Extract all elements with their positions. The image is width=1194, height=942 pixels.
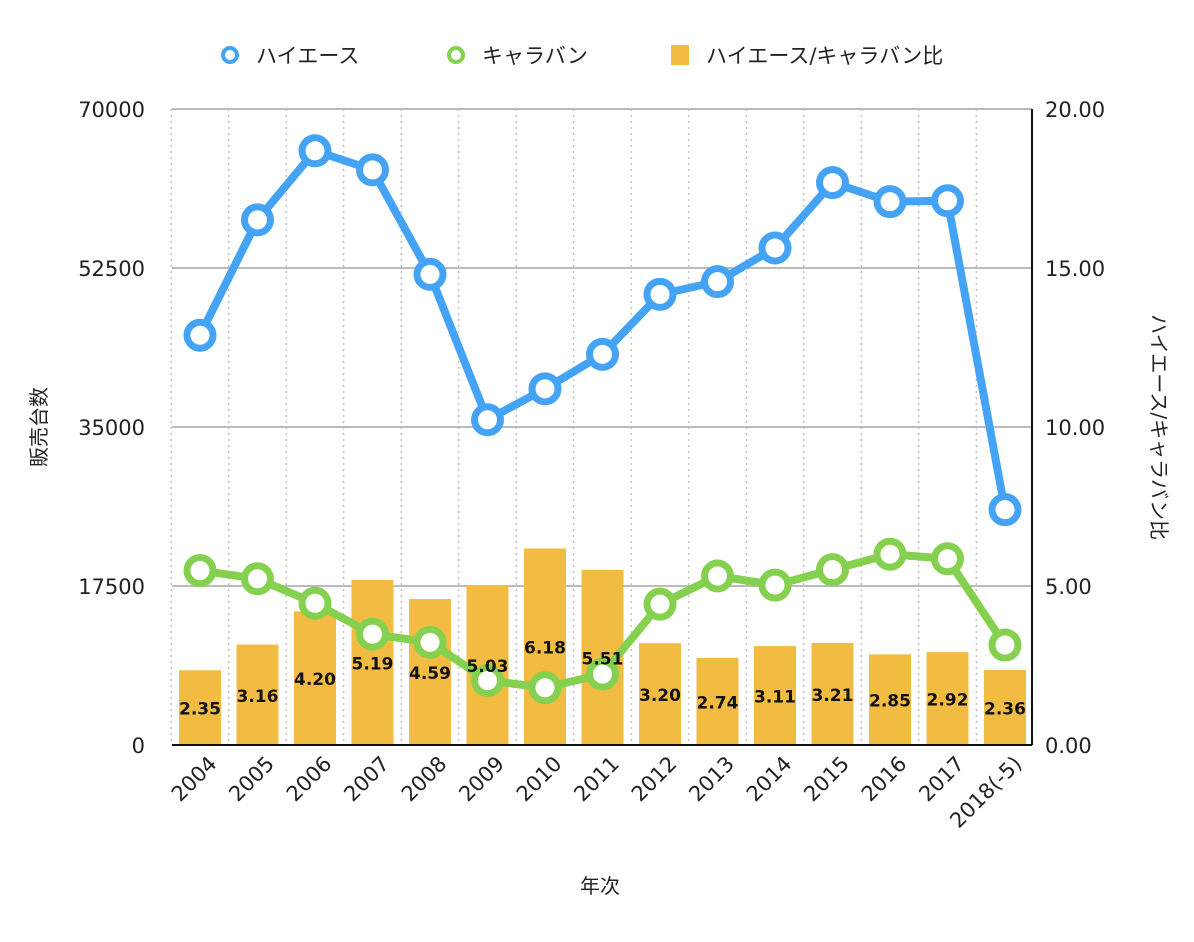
y-left-tick-label: 70000	[78, 98, 145, 122]
bar-data-label: 6.18	[524, 639, 566, 659]
x-axis-title: 年次	[580, 874, 620, 898]
bar-data-label: 3.21	[812, 686, 854, 706]
x-tick-label: 2017	[914, 752, 969, 807]
data-point	[758, 231, 792, 265]
bar-data-label: 2.92	[927, 691, 969, 711]
bar	[869, 654, 911, 745]
data-point	[988, 628, 1022, 662]
bar-data-label: 5.51	[582, 649, 624, 669]
bar-data-label: 3.11	[754, 688, 796, 708]
bar-data-label: 4.20	[294, 670, 336, 690]
bar	[236, 644, 279, 745]
legend-label: キャラバン	[482, 44, 588, 68]
y-left-tick-label: 0	[132, 734, 145, 758]
data-point	[528, 372, 562, 406]
y-right-tick-label: 5.00	[1045, 575, 1092, 599]
y-right-tick-label: 10.00	[1045, 416, 1105, 440]
bar-data-label: 2.35	[179, 700, 221, 720]
x-tick-label: 2015	[799, 752, 854, 807]
bar	[754, 646, 796, 745]
data-point	[701, 559, 734, 593]
bar-data-label: 5.19	[352, 654, 394, 674]
data-point	[183, 554, 217, 588]
x-tick-label: 2016	[857, 752, 912, 807]
data-point	[183, 318, 217, 352]
data-point	[586, 337, 619, 371]
x-tick-label: 2013	[684, 752, 739, 807]
data-point	[643, 587, 677, 621]
bar-data-label: 5.03	[467, 657, 509, 677]
data-point	[528, 671, 562, 705]
bar	[984, 669, 1026, 745]
data-point	[643, 277, 677, 311]
x-tick-label: 2006	[282, 752, 337, 807]
x-tick-label: 2005	[224, 752, 279, 807]
y-left-tick-label: 17500	[78, 575, 145, 599]
bar-data-label: 4.59	[409, 664, 451, 684]
bar-data-label: 2.74	[697, 693, 739, 713]
bar	[811, 642, 854, 745]
x-tick-label: 2014	[742, 752, 797, 807]
bar	[524, 548, 566, 745]
legend-marker-icon	[221, 46, 239, 64]
data-point	[241, 203, 274, 237]
x-tick-label: 2007	[339, 752, 394, 807]
bar	[179, 670, 221, 745]
bar	[294, 611, 336, 745]
data-point	[816, 166, 849, 200]
data-point	[298, 586, 332, 620]
legend-marker-icon	[447, 46, 465, 64]
data-point	[356, 617, 389, 651]
data-point	[931, 184, 964, 218]
bar-data-label: 3.20	[639, 686, 681, 706]
legend-label: ハイエース/キャラバン比	[706, 44, 943, 68]
bar	[409, 599, 451, 745]
y-right-tick-label: 0.00	[1045, 734, 1092, 758]
data-point	[931, 542, 964, 576]
data-point	[873, 537, 907, 571]
x-tick-label: 2012	[627, 752, 682, 807]
data-point	[758, 568, 792, 602]
data-point	[471, 403, 504, 437]
data-point	[356, 153, 389, 187]
y-left-axis-title: 販売台数	[27, 387, 51, 467]
legend-marker-icon	[671, 45, 689, 65]
y-right-axis-title: ハイエース/キャラバン比	[1147, 314, 1171, 540]
data-point	[413, 625, 447, 659]
x-tick-label: 2011	[569, 752, 624, 807]
data-point	[413, 257, 447, 291]
data-point	[241, 562, 274, 596]
x-tick-label: 2008	[397, 752, 452, 807]
bar	[926, 652, 969, 745]
legend-label: ハイエース	[256, 44, 359, 68]
x-tick-label: 2010	[512, 752, 567, 807]
bar-data-label: 2.85	[869, 692, 911, 712]
data-point	[586, 657, 619, 691]
bar	[351, 579, 394, 745]
bar-data-label: 2.36	[984, 699, 1026, 719]
x-tick-label: 2004	[167, 752, 222, 807]
data-point	[701, 265, 734, 299]
y-right-tick-label: 20.00	[1045, 98, 1105, 122]
y-right-tick-label: 15.00	[1045, 257, 1105, 281]
data-point	[988, 493, 1022, 527]
data-point	[816, 553, 849, 587]
y-left-tick-label: 35000	[78, 416, 145, 440]
bar	[639, 643, 681, 745]
data-point	[298, 134, 332, 168]
data-point	[873, 185, 907, 219]
x-tick-label: 2009	[454, 752, 509, 807]
data-point	[471, 663, 504, 697]
y-left-tick-label: 52500	[78, 257, 145, 281]
bar-data-label: 3.16	[237, 687, 279, 707]
bar	[696, 657, 739, 745]
